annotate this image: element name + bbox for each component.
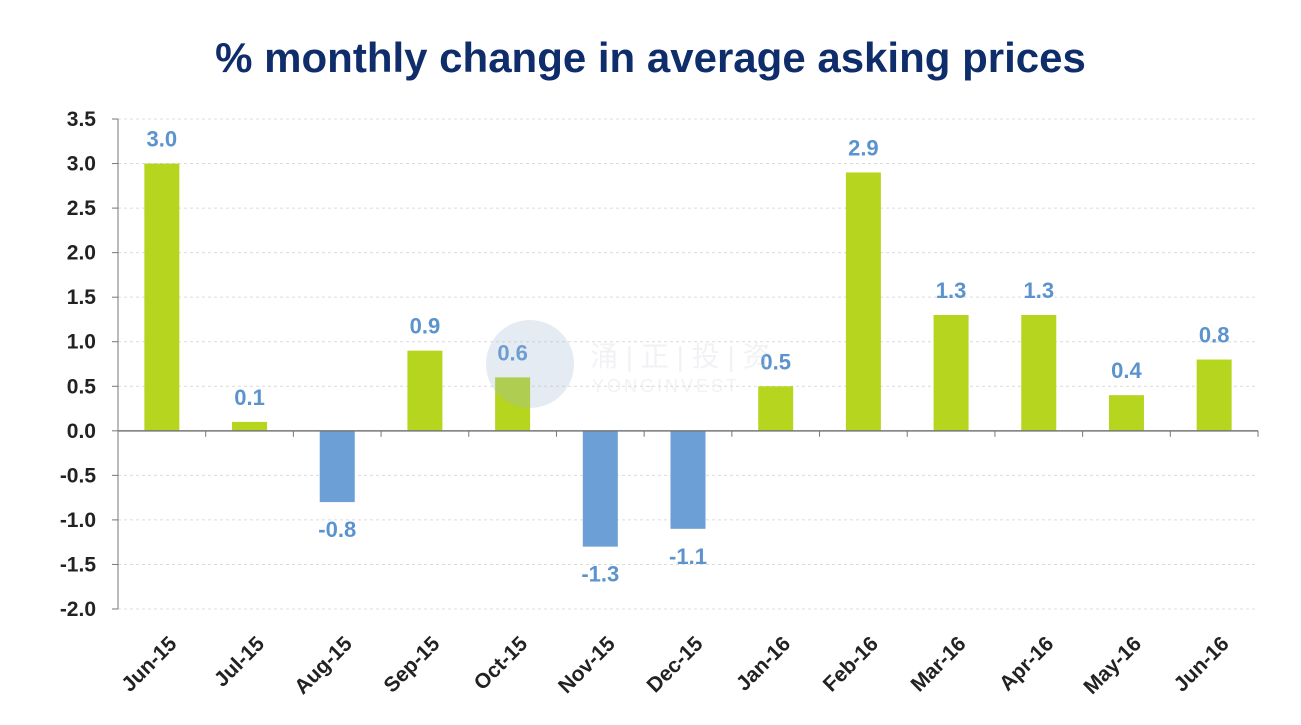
data-label-dec-15: -1.1 [669,544,707,569]
data-label-jun-15: 3.0 [147,127,178,152]
y-tick-label: -0.5 [60,464,97,487]
data-label-oct-15: 0.6 [497,340,528,365]
data-label-aug-15: -0.8 [318,517,356,542]
x-tick-label: Jun-15 [117,632,181,696]
x-tick-label: Nov-15 [554,632,620,698]
x-tick-label: May-16 [1079,632,1146,699]
y-tick-label: 1.0 [67,331,96,354]
x-tick-label: Sep-15 [379,632,444,697]
x-tick-label: Oct-15 [470,632,533,695]
bar-sep-15 [407,350,443,431]
y-tick-label: 1.5 [67,286,97,309]
bar-mar-16 [933,315,969,431]
bar-aug-15 [319,430,355,503]
watermark-logo-icon [486,320,574,408]
x-tick-label: Aug-15 [290,632,357,699]
x-tick-label: Jan-16 [732,632,795,695]
watermark-text: 涌 | 正 | 投 | 资 [590,341,771,372]
data-label-mar-16: 1.3 [936,278,967,303]
data-label-apr-16: 1.3 [1023,278,1054,303]
y-tick-label: 2.5 [67,197,97,220]
data-label-nov-15: -1.3 [581,562,619,587]
x-tick-label: Feb-16 [819,632,883,696]
x-tick-label: Apr-16 [995,632,1058,695]
bar-apr-16 [1021,315,1057,431]
watermark-subtext: YONGINVEST [592,376,740,396]
bar-jan-16 [758,386,794,431]
bars [144,163,1232,547]
data-labels: 3.0 0.1 -0.8 0.9 0.6 -1.3 -1.1 0.5 2.9 1.3 1.3 0.4 0… [147,127,1230,587]
bar-jun-16 [1196,359,1232,431]
y-tick-label: -1.5 [60,553,97,576]
bar-oct-15 [495,377,531,431]
data-label-may-16: 0.4 [1111,358,1142,383]
x-tick-label: Jul-15 [210,632,269,691]
chart-title: % monthly change in average asking price… [215,34,1086,81]
x-tick-label: Dec-15 [643,632,708,697]
bar-may-16 [1108,395,1144,431]
data-label-sep-15: 0.9 [410,314,441,339]
data-label-jul-15: 0.1 [234,385,265,410]
bar-nov-15 [582,430,618,547]
data-label-feb-16: 2.9 [848,135,879,160]
y-tick-label: 3.5 [67,108,97,131]
x-tick-label: Mar-16 [906,632,970,696]
y-tick-label: 0.5 [67,375,97,398]
x-tick-label: Jun-16 [1170,632,1234,696]
y-tick-label: -2.0 [60,598,96,621]
watermark: 涌 | 正 | 投 | 资 YONGINVEST [486,320,771,408]
bar-dec-15 [670,430,706,529]
bar-jun-15 [144,163,180,431]
y-tick-label: 3.0 [67,153,96,176]
data-label-jun-16: 0.8 [1199,323,1230,348]
y-tick-label: 2.0 [67,242,96,265]
bar-feb-16 [845,172,881,431]
y-tick-label: -1.0 [60,509,96,532]
data-label-jan-16: 0.5 [760,349,791,374]
y-tick-label: 0.0 [67,420,96,443]
bar-jul-15 [232,421,268,431]
